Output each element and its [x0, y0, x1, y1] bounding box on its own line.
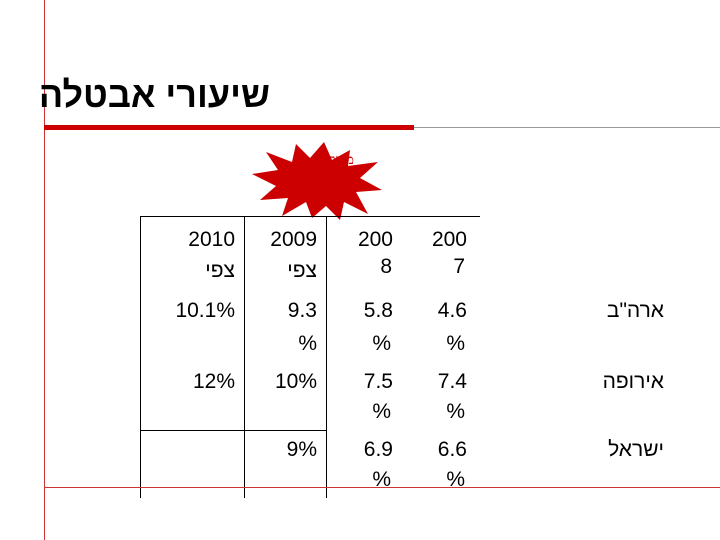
- bottom-rule: [44, 487, 720, 488]
- header-2007-line2: 7: [453, 255, 465, 278]
- left-border-line: [44, 0, 45, 540]
- title-underline-bar: [44, 125, 414, 130]
- usa-2010: 10.1%: [175, 299, 235, 322]
- header-2008-line2: 8: [380, 255, 392, 278]
- europe-2007-unit: %: [446, 400, 465, 423]
- europe-2009-value: 10%: [274, 370, 317, 393]
- usa-2009-value: 9.3: [287, 299, 317, 322]
- crisis-label-line1: משבר: [322, 153, 354, 168]
- israel-2008-value: 6.9: [363, 438, 393, 461]
- header-2008-line1: 200: [357, 228, 393, 251]
- usa-2009-unit: %: [298, 332, 317, 355]
- table-left-border: [140, 216, 141, 498]
- israel-2007-value: 6.6: [437, 438, 467, 461]
- table-col-divider-2010-2009: [244, 216, 245, 498]
- row-label-israel: ישראל: [608, 438, 664, 461]
- europe-2010: 12%: [192, 370, 235, 393]
- israel-2008-unit: %: [372, 468, 391, 491]
- explosion-burst-icon: [252, 142, 382, 220]
- header-2007-line1: 200: [431, 228, 467, 251]
- europe-2008-unit: %: [372, 400, 391, 423]
- title-underline-rule: [414, 127, 720, 128]
- header-2010-forecast: צפי: [205, 259, 235, 282]
- europe-2008-value: 7.5: [363, 370, 393, 393]
- header-2009-year: 2009: [270, 228, 317, 251]
- usa-2007-value: 4.6: [437, 299, 467, 322]
- table-top-border: [140, 216, 480, 217]
- usa-2008-value: 5.8: [363, 299, 393, 322]
- header-2010-year: 2010: [188, 228, 235, 251]
- table-row-divider-europe-israel: [140, 430, 326, 431]
- crisis-label: משבר כלכלי: [300, 150, 376, 194]
- header-2009-forecast: צפי: [287, 259, 317, 282]
- table-col-divider-2009-2008: [326, 216, 327, 498]
- row-label-europe: אירופה: [602, 370, 664, 393]
- usa-2008-unit: %: [372, 332, 391, 355]
- crisis-label-line2: כלכלי: [322, 175, 354, 190]
- slide-title: שיעורי אבטלה: [38, 74, 270, 115]
- israel-2007-unit: %: [446, 468, 465, 491]
- usa-2007-unit: %: [446, 332, 465, 355]
- row-label-usa: ארה"ב: [606, 299, 664, 322]
- europe-2007-value: 7.4: [437, 370, 467, 393]
- israel-2009-value: 9%: [286, 438, 317, 461]
